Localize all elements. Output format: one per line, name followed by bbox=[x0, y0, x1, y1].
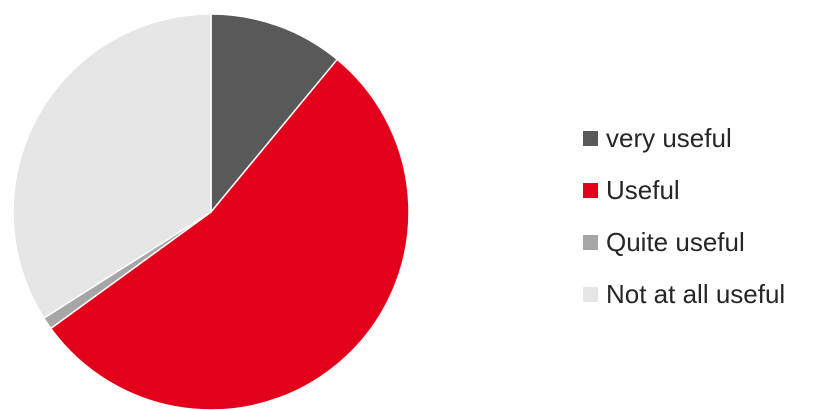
legend-swatch-very-useful bbox=[583, 130, 598, 146]
legend-label-quite-useful: Quite useful bbox=[606, 227, 745, 257]
legend-swatch-not-at-all-useful bbox=[583, 286, 598, 302]
legend-label-useful: Useful bbox=[606, 175, 680, 205]
legend-swatch-quite-useful bbox=[583, 234, 598, 250]
pie-slice-useful bbox=[50, 58, 410, 410]
legend-item-useful: Useful bbox=[583, 164, 833, 216]
legend-label-not-at-all-useful: Not at all useful bbox=[606, 279, 786, 309]
pie-slice-very-useful bbox=[210, 13, 338, 213]
legend-item-very-useful: very useful bbox=[583, 112, 833, 164]
legend-item-not-at-all-useful: Not at all useful bbox=[583, 268, 833, 320]
legend-swatch-useful bbox=[583, 182, 598, 198]
pie-slice-not-at-all-useful bbox=[12, 13, 212, 319]
pie-plot-area bbox=[12, 13, 410, 410]
legend-item-quite-useful: Quite useful bbox=[583, 216, 833, 268]
legend-label-very-useful: very useful bbox=[606, 123, 732, 153]
chart-legend: very useful Useful Quite useful Not at a… bbox=[583, 112, 833, 320]
